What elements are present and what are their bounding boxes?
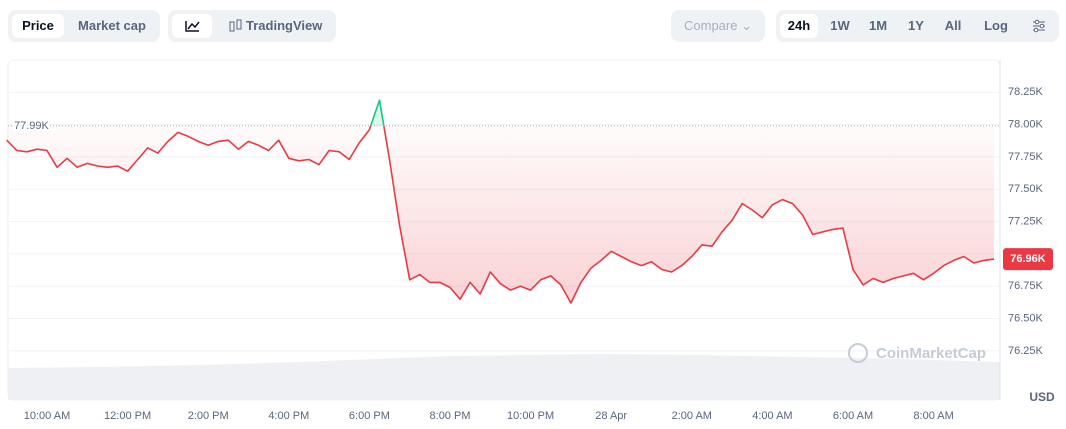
price-area	[6, 100, 994, 303]
tab-price[interactable]: Price	[12, 14, 64, 38]
x-tick-label: 28 Apr	[595, 410, 627, 422]
range-1m[interactable]: 1M	[868, 18, 888, 33]
current-price-tag	[1003, 248, 1053, 271]
y-unit: USD	[1029, 390, 1055, 404]
range-tabs: 24h 1W 1M 1Y All Log	[776, 10, 1059, 42]
compare[interactable]: Compare ⌄	[671, 10, 765, 42]
y-tick-label: 78.00K	[1008, 119, 1044, 131]
x-tick-label: 12:00 PM	[104, 410, 151, 422]
range-1y[interactable]: 1Y	[908, 18, 924, 33]
view-tabs: Price Market cap	[8, 10, 160, 42]
tab-market-cap[interactable]: Market cap	[78, 18, 146, 33]
x-tick-label: 2:00 PM	[188, 410, 229, 422]
x-tick-label: 8:00 AM	[913, 410, 953, 422]
log-toggle[interactable]: Log	[984, 18, 1008, 33]
range-all[interactable]: All	[944, 18, 962, 33]
watermark: CoinMarketCap	[848, 343, 986, 363]
current-price-label: 76.96K	[1010, 253, 1046, 265]
y-tick-label: 76.25K	[1008, 345, 1044, 357]
chart-tools: TradingView	[168, 10, 336, 42]
y-tick-label: 77.75K	[1008, 151, 1044, 163]
x-tick-label: 6:00 PM	[349, 410, 390, 422]
range-24h[interactable]: 24h	[780, 14, 818, 38]
x-tick-label: 4:00 PM	[268, 410, 309, 422]
line-chart-button[interactable]	[172, 14, 212, 38]
x-tick-label: 8:00 PM	[430, 410, 471, 422]
line-icon	[185, 21, 200, 32]
tradingview-button[interactable]: TradingView	[220, 14, 332, 38]
x-tick-label: 4:00 AM	[752, 410, 792, 422]
y-tick-label: 76.75K	[1008, 280, 1044, 292]
tradingview-label: TradingView	[246, 18, 323, 33]
y-tick-label: 76.50K	[1008, 312, 1044, 324]
watermark-text: CoinMarketCap	[876, 345, 986, 362]
settings-button[interactable]	[1024, 14, 1054, 38]
price-line	[6, 99, 995, 304]
y-tick-label: 78.25K	[1008, 86, 1044, 98]
x-tick-label: 10:00 PM	[507, 410, 554, 422]
compare-text: Compare	[684, 18, 738, 33]
compare-label: Compare ⌄	[684, 18, 752, 33]
y-tick-label: 77.50K	[1008, 183, 1044, 195]
x-tick-label: 10:00 AM	[24, 410, 70, 422]
y-tick-label: 77.25K	[1008, 216, 1044, 228]
reference-label: 77.99K	[14, 120, 50, 132]
settings-icon	[1033, 19, 1045, 33]
volume-area	[8, 354, 1000, 400]
x-tick-label: 6:00 AM	[833, 410, 873, 422]
candle-icon	[229, 19, 242, 32]
x-tick-label: 2:00 AM	[672, 410, 712, 422]
watermark-logo	[848, 343, 868, 363]
range-1w[interactable]: 1W	[830, 18, 850, 33]
